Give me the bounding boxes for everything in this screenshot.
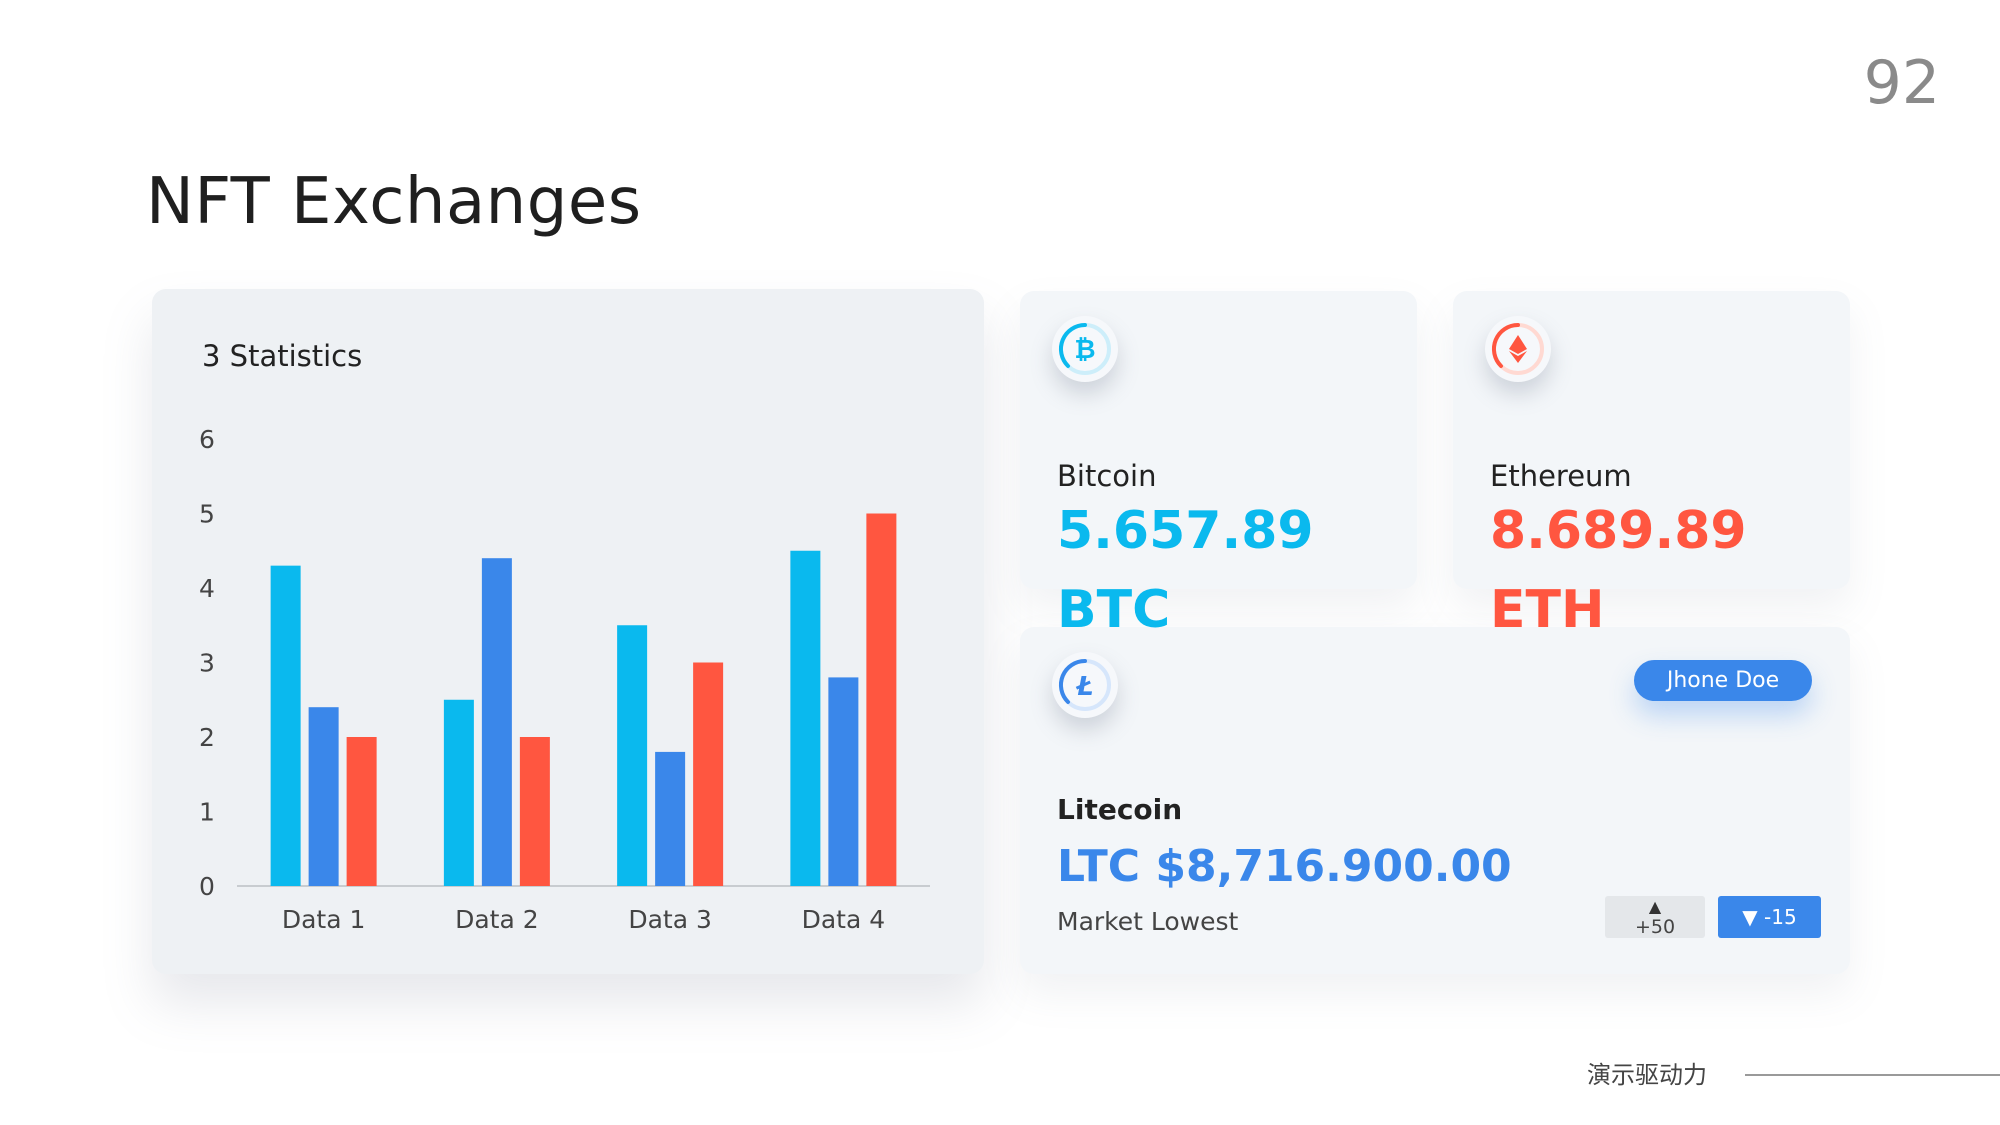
y-tick-label: 4 xyxy=(199,574,215,603)
statistics-chart-card: 3 Statistics 0 1 2 3 4 5 6 Data 1 Data 2 Data 3 Da… xyxy=(152,289,984,974)
triangle-up-icon: ▲ xyxy=(1648,897,1662,916)
change-up-badge[interactable]: ▲ +50 xyxy=(1605,896,1705,938)
litecoin-value: LTC $8,716.900.00 xyxy=(1057,841,1512,892)
ethereum-name: Ethereum xyxy=(1490,459,1632,493)
ethereum-card[interactable]: Ethereum 8.689.89 xyxy=(1453,291,1850,589)
x-tick-label: Data 2 xyxy=(455,905,539,934)
bar-data-2-series-1[interactable] xyxy=(443,699,474,886)
bitcoin-value: 5.657.89 xyxy=(1057,501,1314,561)
x-tick-label: Data 1 xyxy=(282,905,366,934)
footer-brand: 演示驱动力 xyxy=(1587,1061,1707,1089)
change-up-value: +50 xyxy=(1634,916,1676,938)
litecoin-name: Litecoin xyxy=(1057,793,1183,826)
y-tick-label: 1 xyxy=(199,798,215,827)
triangle-down-icon: ▼ xyxy=(1742,905,1758,929)
bar-chart: 0 1 2 3 4 5 6 Data 1 Data 2 Data 3 Data 4 xyxy=(199,425,930,934)
x-tick-label: Data 4 xyxy=(802,905,886,934)
bar-data-3-series-2[interactable] xyxy=(655,751,686,886)
bar-data-1-series-1[interactable] xyxy=(270,565,301,886)
bitcoin-icon: ₿ xyxy=(1052,316,1118,382)
bar-data-2-series-2[interactable] xyxy=(481,558,512,886)
change-down-value: -15 xyxy=(1764,905,1797,929)
ethereum-symbol: ETH xyxy=(1490,580,1605,640)
user-name-button[interactable]: Jhone Doe xyxy=(1634,660,1812,701)
x-tick-label: Data 3 xyxy=(628,905,712,934)
bitcoin-card[interactable]: ₿ Bitcoin 5.657.89 xyxy=(1020,291,1417,589)
ethereum-value: 8.689.89 xyxy=(1490,501,1747,561)
bar-data-1-series-2[interactable] xyxy=(308,707,339,886)
litecoin-icon: Ł xyxy=(1052,652,1118,718)
y-tick-label: 6 xyxy=(199,425,215,454)
bar-data-1-series-3[interactable] xyxy=(346,737,377,886)
bar-data-4-series-1[interactable] xyxy=(790,550,821,886)
chart-title: 3 Statistics xyxy=(202,339,363,373)
bitcoin-name: Bitcoin xyxy=(1057,459,1157,493)
bitcoin-symbol: BTC xyxy=(1057,580,1171,640)
bar-data-2-series-3[interactable] xyxy=(519,737,550,886)
y-tick-label: 2 xyxy=(199,723,215,752)
ethereum-icon xyxy=(1485,316,1551,382)
market-lowest-label: Market Lowest xyxy=(1057,907,1239,936)
footer-divider xyxy=(1745,1074,2000,1076)
y-tick-label: 3 xyxy=(199,649,215,678)
litecoin-card[interactable]: Ł Jhone Doe Litecoin LTC $8,716.900.00 M… xyxy=(1020,627,1850,974)
bar-data-4-series-2[interactable] xyxy=(828,677,859,886)
svg-text:Ł: Ł xyxy=(1075,672,1093,702)
bar-data-4-series-3[interactable] xyxy=(866,513,897,887)
bar-data-3-series-3[interactable] xyxy=(693,662,724,887)
svg-text:₿: ₿ xyxy=(1074,335,1095,365)
page-number: 92 xyxy=(1863,48,1940,118)
change-down-badge[interactable]: ▼ -15 xyxy=(1718,896,1821,938)
bar-data-3-series-1[interactable] xyxy=(617,625,648,886)
y-tick-label: 5 xyxy=(199,500,215,529)
page-title: NFT Exchanges xyxy=(146,165,642,239)
y-tick-label: 0 xyxy=(199,872,215,901)
